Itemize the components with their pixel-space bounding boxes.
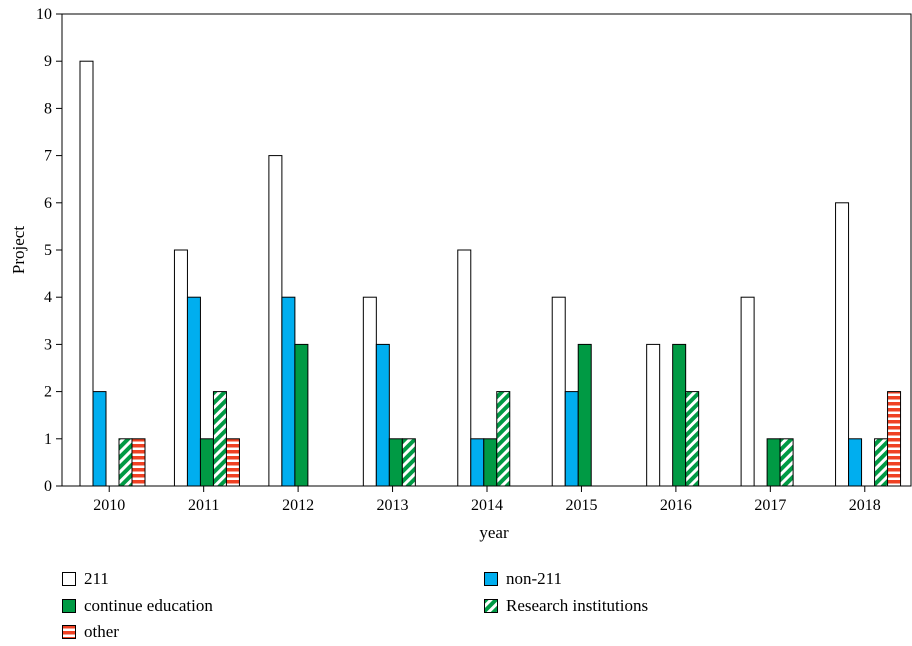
bar-211-2017 (740, 296, 755, 487)
bar-other-2018 (887, 391, 902, 487)
y-tick-label: 3 (44, 336, 52, 353)
bar-other-2010 (131, 438, 146, 487)
x-tick-label: 2015 (565, 497, 597, 514)
y-tick-label: 0 (44, 478, 52, 495)
bar-continue-education-2014 (483, 438, 498, 487)
bar-continue-education-2012 (294, 343, 309, 487)
bar-211-2011 (173, 249, 188, 487)
x-tick-label: 2014 (471, 497, 503, 514)
bar-211-2013 (362, 296, 377, 487)
bar-211-2014 (457, 249, 472, 487)
bar-non-211-2014 (470, 438, 485, 487)
bar-211-2016 (646, 343, 661, 487)
bar-211-2012 (268, 155, 283, 487)
x-tick-label: 2010 (93, 497, 125, 514)
bar-continue-education-2016 (672, 343, 687, 487)
bar-211-2010 (79, 60, 94, 487)
bar-non-211-2015 (564, 391, 579, 487)
y-tick-label: 1 (44, 431, 52, 448)
bar-211-2015 (551, 296, 566, 487)
y-tick-label: 2 (44, 384, 52, 401)
bar-continue-education-2013 (388, 438, 403, 487)
bar-211-2018 (835, 202, 850, 487)
bar-continue-education-2011 (199, 438, 214, 487)
y-tick-label: 4 (44, 289, 52, 306)
y-tick-label: 9 (44, 53, 52, 70)
bar-research-institutions-2011 (212, 391, 227, 487)
bar-research-institutions-2013 (401, 438, 416, 487)
bar-non-211-2010 (92, 391, 107, 487)
bar-research-institutions-2016 (685, 391, 700, 487)
y-tick-label: 10 (36, 6, 52, 23)
y-tick-label: 7 (44, 148, 52, 165)
bar-research-institutions-2017 (779, 438, 794, 487)
plot-area: 0 1 2 3 4 5 6 7 8 9 10 2010 2011 2012 2013 2014 2015 2016… (36, 6, 912, 514)
x-tick-label: 2013 (377, 497, 409, 514)
y-tick-label: 6 (44, 195, 52, 212)
x-axis-title: year (479, 523, 509, 542)
bar-non-211-2012 (281, 296, 296, 487)
bar-research-institutions-2014 (496, 391, 511, 487)
bar-non-211-2013 (375, 343, 390, 487)
y-tick-label: 5 (44, 242, 52, 259)
x-tick-label: 2012 (282, 497, 314, 514)
bar-research-institutions-2010 (118, 438, 133, 487)
x-tick-label: 2018 (849, 497, 881, 514)
x-tick-label: 2016 (660, 497, 692, 514)
y-tick-label: 8 (44, 100, 52, 117)
bar-non-211-2011 (186, 296, 201, 487)
bar-continue-education-2015 (577, 343, 592, 487)
bar-continue-education-2017 (766, 438, 781, 487)
bar-other-2011 (225, 438, 240, 487)
x-tick-label: 2017 (754, 497, 786, 514)
bar-research-institutions-2018 (874, 438, 889, 487)
y-axis-title: Project (9, 226, 28, 274)
x-tick-label: 2011 (188, 497, 219, 514)
bar-non-211-2018 (848, 438, 863, 487)
